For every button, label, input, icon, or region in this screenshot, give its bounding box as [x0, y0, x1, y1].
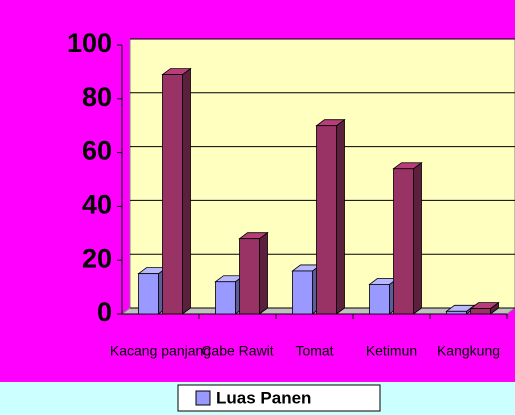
x-tick-label: Cabe Rawit [201, 343, 273, 359]
y-tick-label: 80 [82, 82, 112, 112]
bar-side [413, 161, 422, 315]
x-tick-label: Ketimun [366, 343, 417, 359]
bar [446, 310, 467, 315]
y-tick-label: 40 [82, 190, 112, 220]
legend-label: Luas Panen [216, 388, 311, 407]
bar [138, 273, 159, 315]
bar-side [259, 231, 268, 315]
legend-swatch [195, 390, 211, 406]
y-tick-label: 0 [97, 297, 112, 327]
bar-side [336, 118, 345, 315]
bar [292, 270, 313, 315]
bar [470, 308, 491, 315]
x-tick-label: Kacang panjang [110, 343, 211, 359]
bar [162, 74, 183, 315]
y-tick-label: 20 [82, 243, 112, 273]
bar [393, 168, 414, 315]
x-tick-label: Kangkung [437, 343, 500, 359]
y-tick-label: 100 [67, 28, 112, 58]
bar [316, 125, 337, 315]
bar [369, 284, 390, 315]
legend-box [177, 384, 381, 412]
bar-side [182, 67, 191, 315]
y-tick-label: 60 [82, 136, 112, 166]
bar [239, 238, 260, 315]
bar [215, 281, 236, 315]
x-tick-label: Tomat [295, 343, 333, 359]
